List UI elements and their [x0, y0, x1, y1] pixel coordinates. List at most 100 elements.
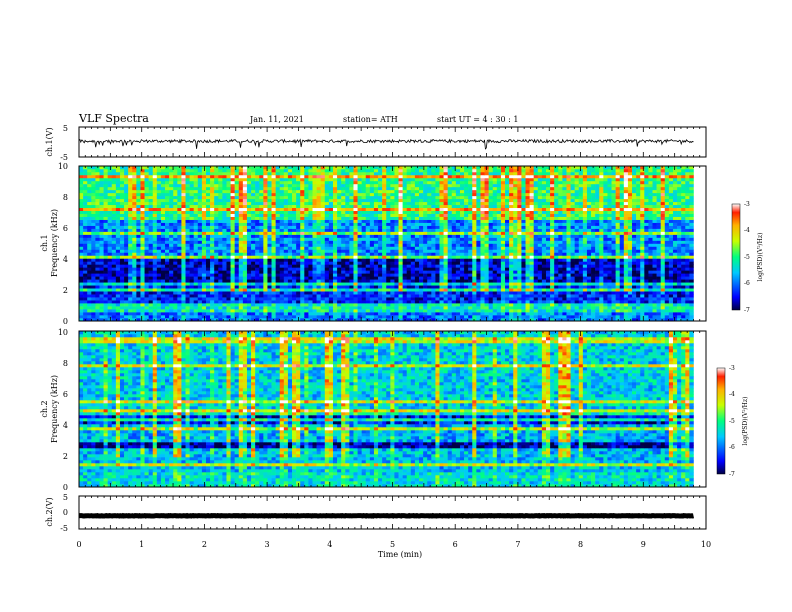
spectrogram-cell: [87, 249, 92, 253]
spectrogram-cell: [181, 237, 186, 241]
spectrogram-cell: [545, 297, 551, 301]
spectrogram-cell: [468, 237, 473, 241]
spectrogram-cell: [267, 261, 272, 265]
spectrogram-cell: [91, 318, 96, 322]
spectrogram-cell: [365, 279, 371, 283]
spectrogram-cell: [349, 297, 354, 301]
spectrogram-cell: [136, 291, 141, 295]
spectrogram-cell: [361, 261, 367, 265]
spectrogram-cell: [677, 243, 682, 247]
spectrogram-cell: [300, 234, 305, 238]
spectrogram-cell: [349, 303, 354, 307]
spectrogram-cell: [382, 228, 387, 232]
spectrogram-cell: [652, 279, 657, 283]
spectrogram-cell: [595, 252, 600, 256]
spectrogram-cell: [341, 228, 346, 232]
spectrogram-cell: [124, 240, 129, 244]
spectrogram-cell: [111, 294, 117, 298]
spectrogram-cell: [169, 297, 174, 301]
spectrogram-cell: [324, 279, 330, 283]
spectrogram-cell: [681, 267, 686, 271]
spectrogram-cell: [132, 291, 137, 295]
spectrogram-cell: [332, 228, 338, 232]
spectrogram-cell: [619, 312, 625, 316]
spectrogram-cell: [369, 249, 375, 253]
spectrogram-cell: [435, 225, 440, 229]
spectrogram-cell: [304, 231, 309, 235]
spectrogram-cell: [234, 246, 240, 250]
spectrogram-cell: [308, 282, 313, 286]
spectrogram-cell: [246, 258, 252, 262]
spectrogram-cell: [459, 282, 465, 286]
spectrogram-cell: [148, 252, 154, 256]
spectrogram-cell: [599, 285, 604, 289]
spectrogram-cell: [218, 228, 223, 232]
spectrogram-cell: [287, 228, 293, 232]
spectrogram-cell: [230, 234, 235, 238]
spectrogram-cell: [156, 300, 162, 304]
spectrogram-cell: [263, 312, 268, 316]
spectrogram-cell: [177, 270, 182, 274]
spectrogram-cell: [537, 288, 543, 292]
spectrogram-cell: [513, 258, 518, 262]
spectrogram-cell: [316, 291, 321, 295]
spectrogram-cell: [472, 315, 477, 319]
spectrogram-cell: [222, 318, 227, 322]
spectrogram-cell: [271, 228, 276, 232]
spectrogram-cell: [91, 282, 96, 286]
spectrogram-cell: [91, 234, 96, 238]
spectrogram-cell: [197, 258, 203, 262]
spectrogram-cell: [664, 240, 670, 244]
spectrogram-cell: [152, 264, 158, 268]
spectrogram-cell: [656, 282, 661, 286]
spectrogram-cell: [287, 246, 293, 250]
spectrogram-cell: [165, 234, 170, 238]
spectrogram-cell: [677, 234, 682, 238]
spectrogram-cell: [218, 306, 223, 310]
spectrogram-cell: [205, 315, 211, 319]
spectrogram-cell: [181, 270, 186, 274]
spectrogram-cell: [238, 234, 244, 238]
spectrogram-cell: [476, 252, 481, 256]
spectrogram-cell: [414, 294, 420, 298]
ch1-spectrogram-cells: [79, 166, 694, 322]
spectrogram-cell: [566, 318, 571, 322]
spectrogram-cell: [484, 225, 489, 229]
spectrogram-cell: [541, 282, 547, 286]
spectrogram-cell: [300, 267, 305, 271]
spectrogram-cell: [320, 285, 326, 289]
spectrogram-cell: [91, 309, 96, 313]
spectrogram-cell: [496, 306, 502, 310]
spectrogram-cell: [427, 309, 432, 313]
spectrogram-cell: [369, 312, 375, 316]
spectrogram-cell: [349, 294, 354, 298]
spectrogram-cell: [451, 237, 457, 241]
spectrogram-cell: [337, 255, 342, 259]
spectrogram-cell: [677, 291, 682, 295]
spectrogram-cell: [226, 294, 231, 298]
spectrogram-cell: [640, 228, 645, 232]
spectrogram-cell: [455, 237, 461, 241]
spectrogram-cell: [210, 303, 215, 307]
spectrogram-cell: [189, 273, 194, 277]
spectrogram-cell: [382, 303, 387, 307]
spectrogram-cell: [574, 231, 580, 235]
spectrogram-cell: [128, 261, 133, 265]
spectrogram-cell: [570, 303, 575, 307]
spectrogram-cell: [173, 258, 178, 262]
spectrogram-cell: [525, 246, 530, 250]
spectrogram-cell: [181, 306, 186, 310]
spectrogram-cell: [439, 264, 444, 268]
spectrogram-cell: [652, 255, 657, 259]
spectrogram-cell: [292, 255, 297, 259]
spectrogram-cell: [652, 297, 657, 301]
spectrogram-cell: [234, 261, 240, 265]
spectrogram-cell: [595, 300, 600, 304]
spectrogram-cell: [255, 231, 260, 235]
spectrogram-cell: [79, 279, 84, 283]
spectrogram-cell: [611, 249, 616, 253]
spectrogram-cell: [205, 318, 211, 322]
spectrogram-cell: [545, 315, 551, 319]
spectrogram-cell: [177, 246, 182, 250]
spectrogram-cell: [181, 297, 186, 301]
